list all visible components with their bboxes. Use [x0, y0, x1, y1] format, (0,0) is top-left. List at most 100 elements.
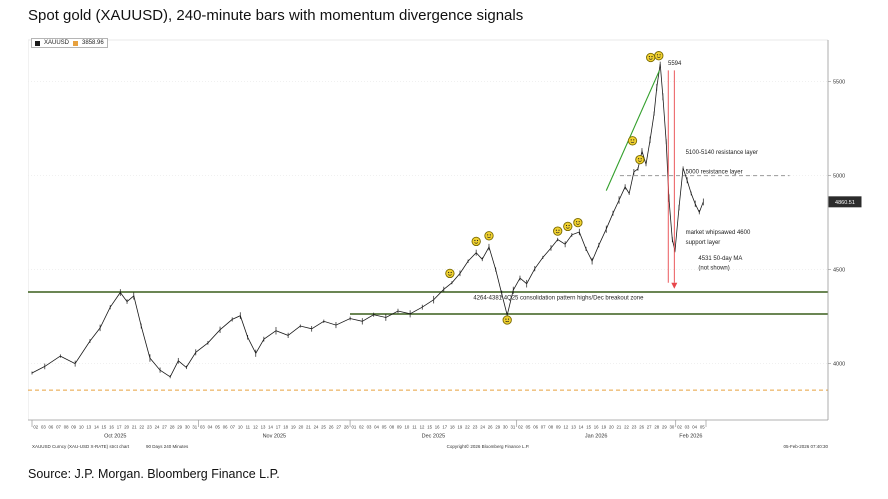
- day-label: 11: [412, 425, 417, 430]
- month-label: Dec 2025: [422, 434, 446, 440]
- day-label: 21: [306, 425, 311, 430]
- marker-face: [445, 268, 455, 279]
- marker-eye: [487, 234, 489, 236]
- divergence-marker-icon: [553, 226, 563, 236]
- marker-eye: [450, 271, 452, 274]
- legend: XAUUSD 3858.96: [31, 38, 108, 48]
- day-label: 12: [420, 425, 425, 430]
- marker-smile: [555, 231, 560, 234]
- day-label: 24: [314, 425, 319, 430]
- day-label: 24: [155, 425, 160, 430]
- day-label: 08: [64, 425, 69, 430]
- marker-eye: [633, 139, 635, 141]
- day-label: 03: [367, 425, 372, 430]
- day-label: 06: [533, 425, 538, 430]
- marker-smile: [565, 227, 570, 229]
- day-label: 29: [495, 425, 500, 430]
- marker-eye: [565, 224, 568, 227]
- day-label: 10: [238, 425, 243, 430]
- day-label: 04: [692, 425, 697, 430]
- day-label: 22: [465, 425, 470, 430]
- divergence-marker-icon: [635, 154, 645, 165]
- footer-instrument: XAUUSD Curncy (XAU-USD X-RATE) strct cha…: [32, 444, 130, 449]
- divergence-marker-icon: [654, 51, 664, 61]
- day-label: 23: [632, 425, 637, 430]
- chart-annotation: 5100-5140 resistance layer: [686, 150, 758, 156]
- marker-face: [654, 51, 664, 61]
- day-label: 19: [601, 425, 606, 430]
- marker-smile: [487, 236, 491, 238]
- y-tick-label: 4000: [833, 362, 845, 368]
- day-label: 15: [102, 425, 107, 430]
- y-tick-label: 4500: [833, 268, 845, 274]
- marker-eye: [555, 229, 557, 231]
- day-label: 30: [185, 425, 190, 430]
- divergence-trendline: [605, 70, 660, 191]
- day-label: 08: [389, 425, 394, 430]
- day-label: 30: [503, 425, 508, 430]
- day-label: 12: [253, 425, 258, 430]
- day-label: 28: [654, 425, 659, 430]
- month-label: Oct 2025: [104, 434, 126, 440]
- day-label: 10: [79, 425, 84, 430]
- chart-annotation: 5594: [668, 61, 682, 67]
- day-label: 19: [457, 425, 462, 430]
- month-label: Jan 2026: [585, 434, 608, 440]
- series-label: XAUUSD: [44, 40, 70, 46]
- day-label: 31: [510, 425, 515, 430]
- footer-period: 90 Days 240 Minutes: [146, 444, 189, 449]
- day-label: 16: [109, 425, 114, 430]
- day-label: 02: [677, 425, 682, 430]
- marker-smile: [575, 223, 580, 225]
- chart-annotation: 4531 50-day MA: [698, 256, 742, 262]
- day-label: 15: [427, 425, 432, 430]
- marker-eye: [659, 54, 661, 56]
- day-label: 24: [480, 425, 485, 430]
- footer-copyright: Copyright© 2026 Bloomberg Finance L.P.: [447, 443, 530, 449]
- marker-face: [635, 154, 645, 165]
- day-label: 09: [556, 425, 561, 430]
- marker-face: [646, 52, 656, 63]
- month-label: Nov 2025: [263, 434, 287, 440]
- day-label: 08: [548, 425, 553, 430]
- day-label: 22: [624, 425, 629, 430]
- day-label: 17: [117, 425, 122, 430]
- day-label: 18: [450, 425, 455, 430]
- divergence-marker-icon: [445, 268, 455, 279]
- day-label: 05: [215, 425, 220, 430]
- page-title: Spot gold (XAUUSD), 240-minute bars with…: [28, 7, 524, 24]
- day-label: 26: [488, 425, 493, 430]
- day-label: 02: [518, 425, 523, 430]
- last-price-box: [828, 196, 862, 208]
- day-label: 14: [268, 425, 273, 430]
- day-label: 13: [86, 425, 91, 430]
- chart-annotation: 5000 resistance layer: [686, 169, 743, 175]
- crash-arrowhead: [671, 282, 678, 289]
- day-label: 03: [685, 425, 690, 430]
- day-label: 10: [404, 425, 409, 430]
- marker-eye: [505, 318, 507, 320]
- divergence-marker-icon: [502, 315, 512, 325]
- day-label: 28: [170, 425, 175, 430]
- day-label: 02: [33, 425, 38, 430]
- day-label: 18: [283, 425, 288, 430]
- series-swatch: [35, 40, 40, 46]
- day-label: 26: [639, 425, 644, 430]
- last-price-label: 4860.51: [835, 200, 855, 206]
- day-label: 19: [291, 425, 296, 430]
- marker-smile: [630, 141, 635, 143]
- day-label: 02: [359, 425, 364, 430]
- marker-eye: [648, 56, 650, 58]
- day-label: 04: [374, 425, 379, 430]
- day-label: 14: [94, 425, 99, 430]
- chart-annotation: 4264-4381 4Q25 consolidation pattern hig…: [473, 295, 644, 301]
- marker-smile: [474, 242, 479, 244]
- marker-eye: [651, 56, 653, 58]
- day-label: 20: [124, 425, 129, 430]
- marker-face: [573, 217, 583, 228]
- marker-face: [502, 315, 512, 325]
- marker-eye: [476, 239, 479, 242]
- day-label: 20: [609, 425, 614, 430]
- marker-eye: [640, 158, 642, 160]
